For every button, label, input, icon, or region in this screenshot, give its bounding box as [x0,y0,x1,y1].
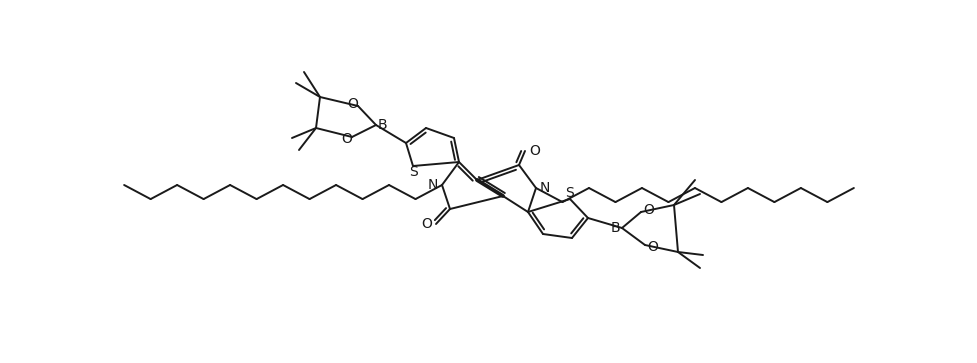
Text: S: S [408,165,417,179]
Text: O: O [347,97,358,111]
Text: O: O [647,240,658,254]
Text: O: O [341,132,352,146]
Text: N: N [427,178,438,192]
Text: N: N [539,181,550,195]
Text: O: O [421,217,432,231]
Text: O: O [642,203,654,217]
Text: O: O [529,144,539,158]
Text: S: S [565,186,573,200]
Text: B: B [610,221,619,235]
Text: B: B [378,118,387,132]
